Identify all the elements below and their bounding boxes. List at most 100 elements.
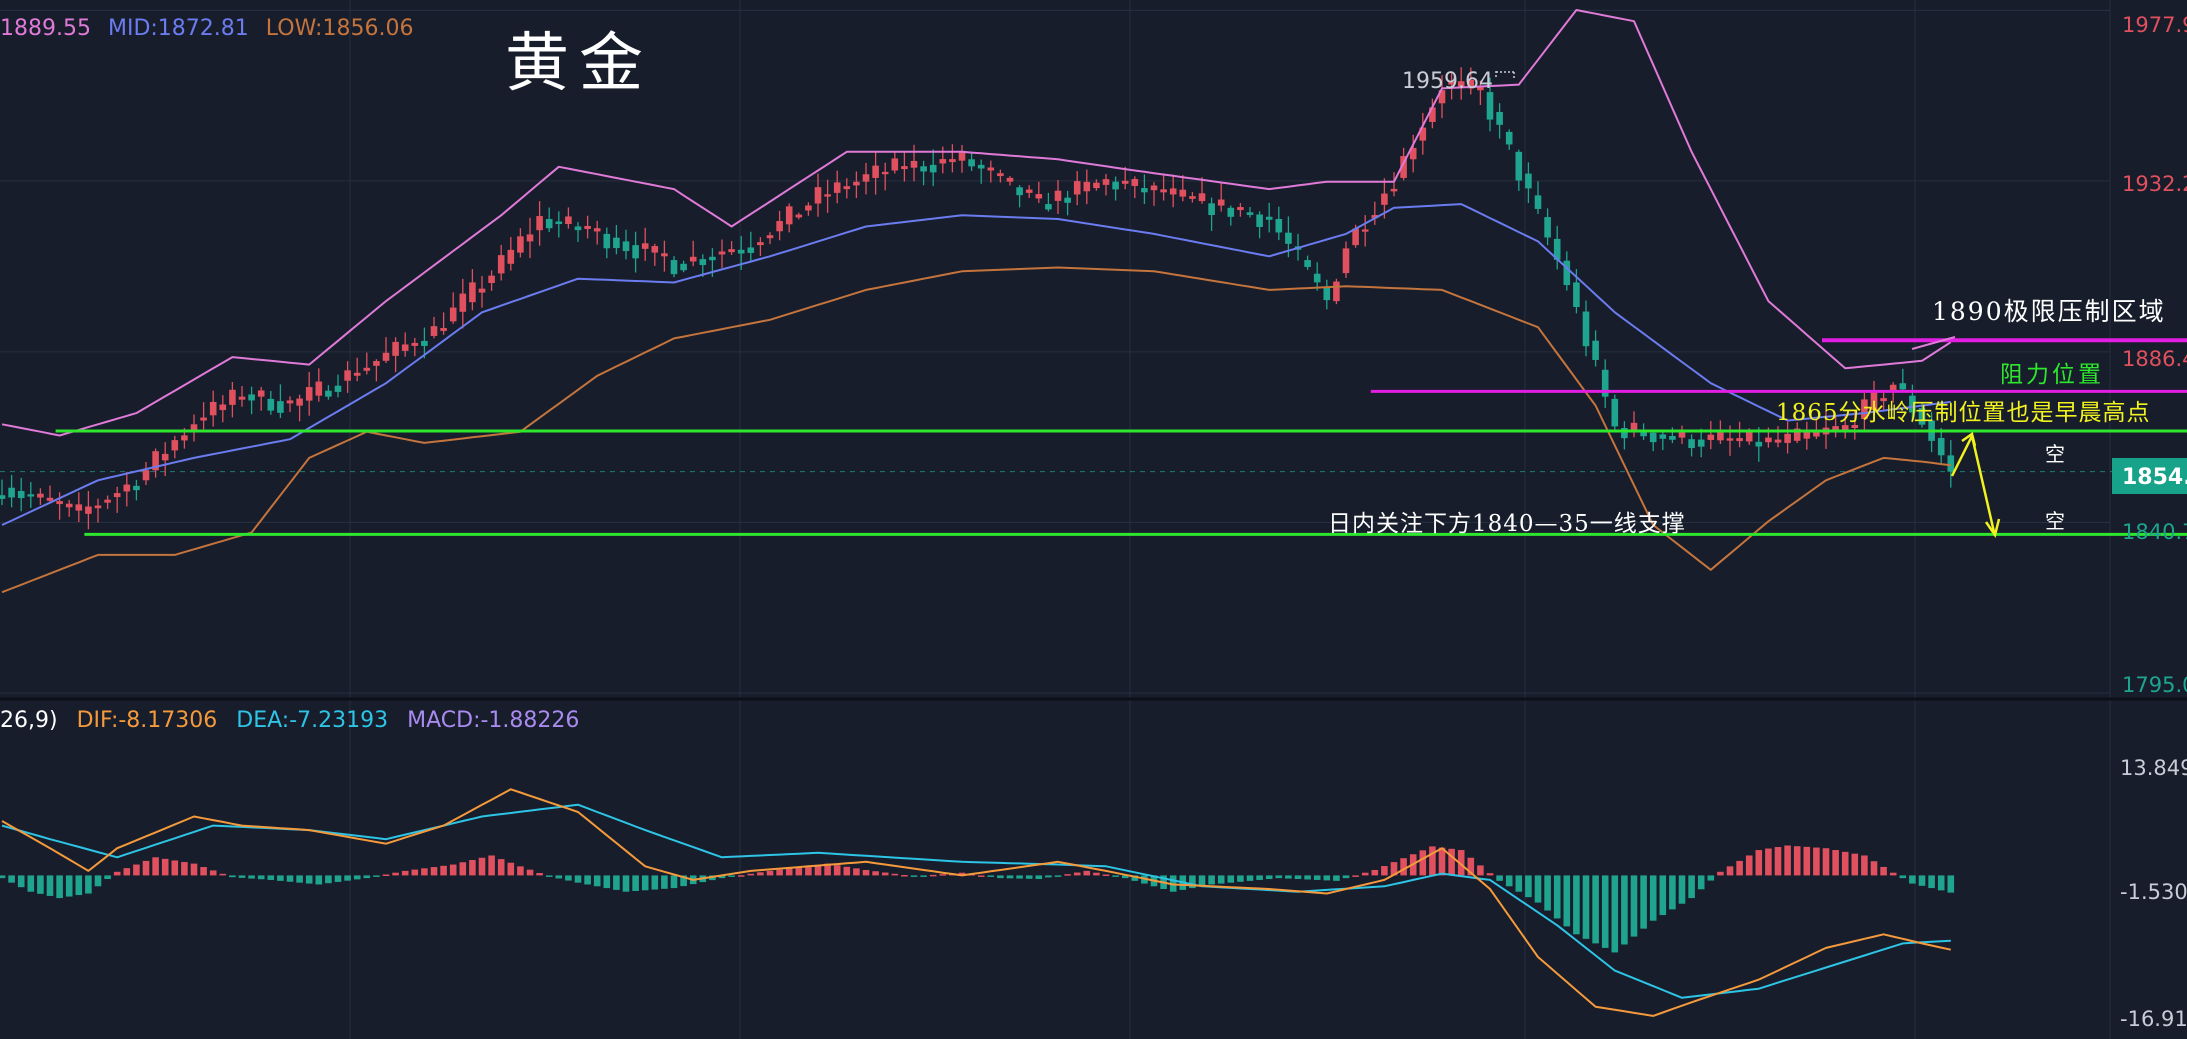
candle-body-166	[1592, 340, 1599, 360]
candle-body-1	[8, 487, 15, 498]
macd-bar-168	[1611, 875, 1619, 953]
macd-bar-59	[565, 875, 572, 881]
macd-bar-81	[776, 869, 783, 876]
limit-zone-pointer	[1911, 336, 1956, 350]
macd-bar-184	[1765, 848, 1772, 876]
macd-bar-38	[363, 875, 371, 879]
macd-bar-116	[1112, 875, 1119, 877]
candle-body-47	[449, 307, 457, 322]
candle-body-49	[469, 282, 476, 303]
macd-bar-177	[1697, 875, 1705, 890]
candle-body-100	[958, 150, 966, 161]
macd-bar-90	[862, 869, 870, 876]
candle-body-198	[1899, 383, 1907, 390]
macd-bar-142	[1361, 872, 1369, 876]
macd-bar-79	[757, 872, 764, 876]
candle-body-158	[1515, 151, 1523, 181]
candle-body-184	[1765, 437, 1772, 443]
candle-body-119	[1141, 188, 1148, 193]
macd-bar-198	[1899, 875, 1907, 879]
macd-bar-154	[1477, 865, 1484, 876]
macd-bar-19	[181, 862, 188, 876]
candle-body-137	[1313, 273, 1321, 283]
candle-body-111	[1064, 197, 1071, 203]
candle-body-67	[641, 243, 649, 249]
macd-bar-11	[104, 875, 111, 880]
candle-body-167	[1601, 369, 1609, 397]
macd-bar-136	[1304, 875, 1311, 880]
candle-body-34	[325, 390, 332, 397]
macd-bar-36	[344, 875, 351, 881]
macd-bar-186	[1784, 845, 1791, 876]
candle-body-56	[536, 216, 543, 231]
candle-body-169	[1621, 428, 1628, 439]
macd-bar-85	[814, 864, 822, 876]
candle-body-109	[1045, 204, 1052, 210]
candle-body-126	[1208, 203, 1215, 216]
macd-bar-67	[641, 875, 649, 891]
candle-body-178	[1707, 434, 1715, 440]
candle-body-140	[1342, 248, 1350, 274]
candle-body-16	[152, 451, 159, 471]
macd-bar-111	[1064, 874, 1071, 876]
candle-body-96	[920, 166, 927, 172]
macd-bar-150	[1438, 847, 1446, 876]
macd-bar-42	[401, 870, 409, 876]
bollinger-lower-line	[1, 266, 1951, 594]
macd-legend-prefix: 26,9)	[0, 708, 58, 733]
candle-body-0	[0, 495, 6, 499]
macd-bar-14	[133, 864, 140, 876]
candle-body-102	[977, 164, 985, 169]
macd-bar-145	[1390, 862, 1398, 876]
macd-bar-188	[1803, 846, 1811, 876]
macd-bar-170	[1630, 875, 1638, 937]
macd-bar-149	[1429, 846, 1436, 876]
macd-bar-39	[373, 875, 380, 877]
candle-body-73	[699, 259, 707, 265]
macd-bar-178	[1707, 875, 1715, 881]
macd-bar-117	[1121, 875, 1129, 879]
macd-tick-bottom: -16.911	[2120, 1007, 2187, 1031]
candle-body-12	[113, 493, 121, 498]
macd-bar-94	[901, 875, 908, 877]
macd-bar-110	[1054, 875, 1062, 877]
candle-body-123	[1179, 189, 1187, 197]
macd-bar-10	[94, 875, 102, 887]
candle-body-91	[872, 165, 879, 178]
candle-body-199	[1909, 395, 1916, 413]
candle-body-116	[1112, 181, 1119, 190]
macd-bar-7	[65, 875, 73, 897]
macd-bar-196	[1880, 866, 1887, 876]
macd-legend-dif: DIF:-8.17306	[77, 708, 218, 733]
macd-bar-190	[1822, 848, 1830, 876]
macd-bar-62	[593, 875, 601, 887]
macd-bar-164	[1573, 875, 1580, 935]
candle-body-157	[1505, 131, 1513, 145]
macd-bar-156	[1496, 875, 1503, 881]
macd-bar-0	[0, 875, 6, 879]
candle-body-54	[517, 236, 524, 253]
candle-body-155	[1486, 92, 1494, 120]
macd-bar-203	[1947, 875, 1955, 893]
macd-bar-48	[459, 862, 467, 876]
macd-bar-194	[1861, 855, 1868, 876]
macd-bar-13	[123, 868, 131, 876]
projection-down-arrowhead	[1984, 518, 2001, 538]
macd-bar-130	[1246, 875, 1254, 881]
candle-body-130	[1246, 212, 1254, 215]
macd-bar-61	[584, 875, 591, 885]
candle-body-172	[1649, 432, 1657, 443]
macd-bar-169	[1621, 875, 1628, 945]
short-label-2: 空	[2045, 509, 2065, 533]
macd-bar-24	[229, 875, 236, 878]
candle-body-147	[1409, 147, 1417, 160]
candle-body-118	[1131, 179, 1139, 186]
macd-bar-41	[392, 872, 399, 876]
macd-legend: 26,9) DIF:-8.17306 DEA:-7.23193 MACD:-1.…	[0, 708, 579, 733]
candle-body-89	[853, 181, 860, 186]
candle-body-43	[411, 342, 419, 346]
macd-bar-162	[1553, 875, 1561, 919]
candle-body-101	[968, 159, 975, 167]
macd-bar-148	[1419, 850, 1427, 876]
